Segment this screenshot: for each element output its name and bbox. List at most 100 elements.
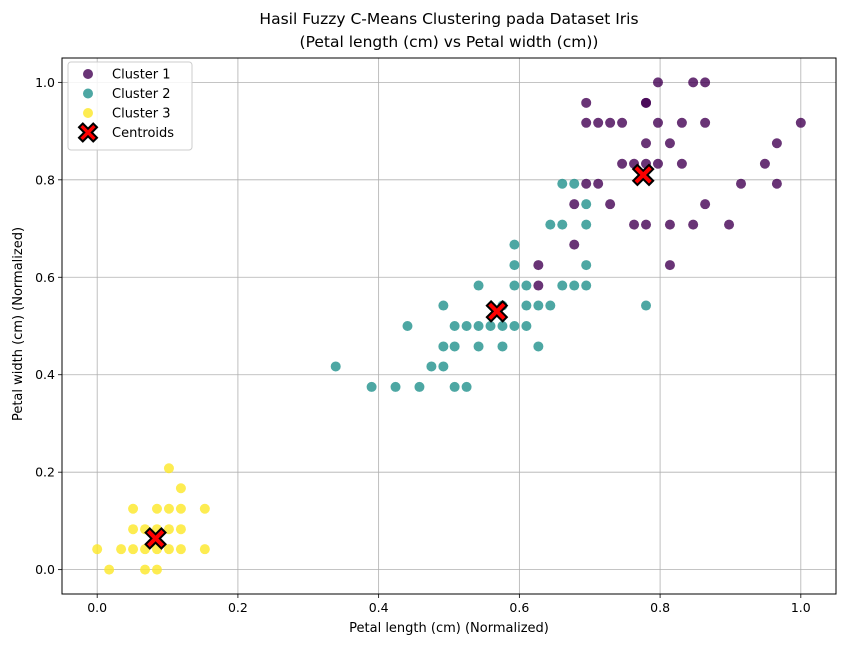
- cluster-1-point: [652, 117, 663, 128]
- legend-box: [67, 61, 193, 151]
- cluster-1-point: [700, 117, 711, 128]
- cluster-2-point: [641, 300, 652, 311]
- cluster-3-point: [163, 463, 174, 474]
- cluster-1-point: [759, 158, 770, 169]
- cluster-2-point: [449, 341, 460, 352]
- centroid-markers: [144, 163, 655, 550]
- cluster-2-point: [533, 341, 544, 352]
- cluster-2-point: [461, 321, 472, 331]
- cluster-2-point: [557, 219, 568, 230]
- cluster-2-point: [509, 321, 520, 331]
- cluster-1-point: [652, 77, 663, 88]
- cluster-2-point: [545, 300, 556, 311]
- cluster-1-point: [581, 178, 592, 189]
- y-tick-label: 0.2: [35, 465, 55, 480]
- cluster-2-point: [426, 361, 437, 372]
- legend-marker: [83, 108, 93, 118]
- cluster-1-point: [641, 219, 652, 230]
- cluster-2-point: [581, 219, 592, 230]
- cluster-1-point: [533, 280, 544, 291]
- cluster-3-point: [116, 544, 127, 555]
- cluster-3-point: [175, 483, 186, 494]
- cluster-3-point: [163, 524, 174, 535]
- cluster-2-point: [581, 280, 592, 291]
- cluster-3-point: [151, 503, 162, 514]
- cluster-1-point: [664, 219, 675, 230]
- x-axis-label: Petal length (cm) (Normalized): [349, 621, 549, 636]
- cluster-1-point: [688, 219, 699, 230]
- x-tick-label: 0.6: [509, 600, 529, 615]
- legend-label: Cluster 2: [112, 87, 171, 102]
- cluster-1-point: [700, 77, 711, 88]
- y-tick-label: 0.4: [35, 367, 55, 382]
- cluster-2-point: [438, 341, 449, 352]
- cluster-1-point: [676, 158, 687, 169]
- cluster-2-point: [473, 341, 484, 352]
- cluster-3-point: [175, 503, 186, 514]
- cluster-2-point: [545, 219, 556, 230]
- cluster-1-point: [605, 199, 616, 210]
- cluster-3-point: [128, 544, 139, 555]
- cluster-1-point: [581, 117, 592, 128]
- x-tick-label: 1.0: [791, 600, 811, 615]
- cluster-1-point: [771, 178, 782, 189]
- legend-label: Cluster 1: [112, 68, 171, 83]
- cluster-2-point: [569, 178, 580, 189]
- cluster-3-point: [175, 524, 186, 535]
- cluster-2-point: [521, 321, 532, 331]
- legend: Cluster 1 Cluster 2 Cluster 3 Centroids: [67, 61, 193, 151]
- axis-ticks: 0.0 0.2 0.4 0.6 0.8 1.0 0.0 0.2 0.4 0.6 0.8 1.0: [35, 75, 811, 615]
- cluster-2-point: [449, 321, 460, 331]
- cluster-2-point: [533, 300, 544, 311]
- cluster-1-point: [664, 260, 675, 271]
- y-tick-label: 0.0: [35, 562, 55, 577]
- cluster-1-point: [581, 97, 592, 108]
- cluster-2-point: [581, 260, 592, 271]
- cluster-2-point: [390, 381, 401, 392]
- cluster-2-point: [366, 381, 377, 392]
- cluster-3-point: [104, 564, 115, 575]
- cluster-1-point: [736, 178, 747, 189]
- cluster-2-point: [557, 178, 568, 189]
- cluster-2-point: [438, 361, 449, 372]
- x-tick-label: 0.4: [369, 600, 389, 615]
- cluster-3-point: [199, 503, 210, 514]
- y-axis-label: Petal width (cm) (Normalized): [11, 227, 26, 421]
- legend-marker: [77, 122, 99, 143]
- cluster-3-point: [151, 564, 162, 575]
- x-tick-label: 0.8: [650, 600, 670, 615]
- cluster-1-point: [652, 158, 663, 169]
- cluster-2-point: [330, 361, 341, 372]
- legend-marker: [83, 88, 93, 99]
- cluster-2-point: [581, 199, 592, 210]
- cluster-3-point: [128, 524, 139, 535]
- x-tick-label: 0.2: [228, 600, 248, 615]
- cluster-1-point: [771, 138, 782, 149]
- cluster-2-point: [461, 381, 472, 392]
- cluster-1-point: [724, 219, 735, 230]
- cluster-1-point: [605, 117, 616, 128]
- cluster-2-point: [557, 280, 568, 291]
- cluster-1-point: [664, 138, 675, 149]
- cluster-2-point: [402, 321, 413, 331]
- cluster-2-point: [521, 280, 532, 291]
- cluster-2-point: [485, 321, 496, 331]
- cluster-2-point: [521, 300, 532, 311]
- cluster-1-point: [688, 77, 699, 88]
- cluster-1-point: [629, 219, 640, 230]
- plot-area-frame: [61, 57, 837, 595]
- y-tick-label: 0.8: [35, 172, 55, 187]
- cluster-1-point: [569, 199, 580, 210]
- y-tick-label: 1.0: [35, 75, 55, 90]
- centroid-marker: [485, 299, 509, 323]
- cluster-2-point: [509, 239, 520, 250]
- legend-label: Cluster 3: [112, 107, 171, 122]
- cluster-3-point: [128, 503, 139, 514]
- cluster-2-point: [473, 280, 484, 291]
- cluster-1-point: [617, 117, 628, 128]
- cluster-1-point: [641, 138, 652, 149]
- cluster-1-point: [593, 178, 604, 189]
- cluster-2-point: [497, 341, 508, 352]
- cluster-1-point: [533, 260, 544, 271]
- data-points: [92, 77, 806, 575]
